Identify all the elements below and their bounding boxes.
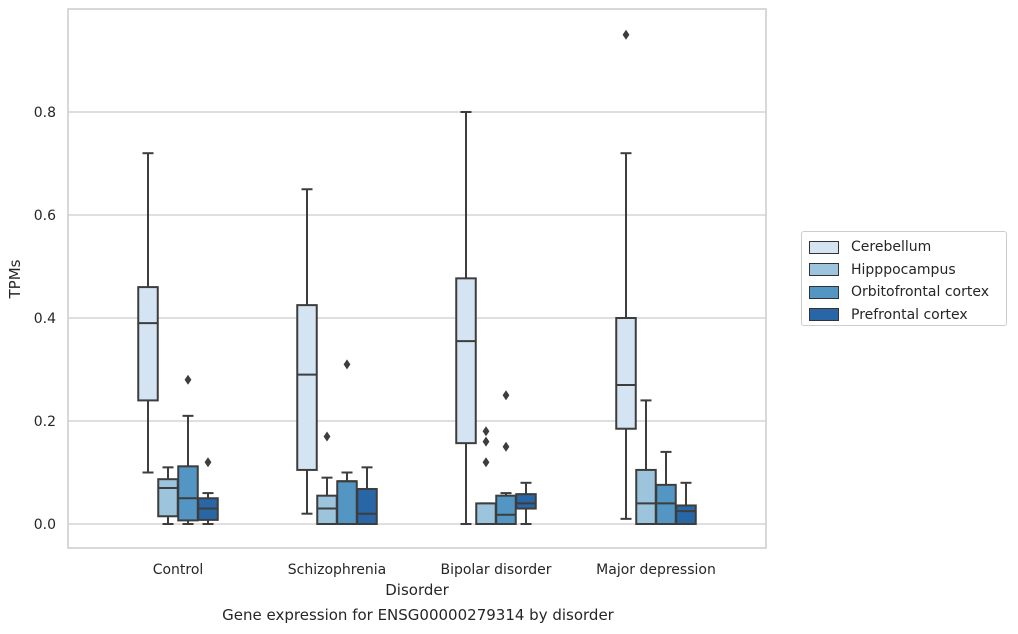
iqr-box — [655, 483, 677, 525]
outlier-point — [502, 441, 510, 452]
box-cerebellum — [296, 188, 318, 515]
grid-lines — [68, 111, 766, 525]
box-orbitofrontal-cortex — [495, 390, 517, 525]
iqr-box — [675, 504, 697, 525]
legend-label: Cerebellum — [851, 239, 932, 256]
iqr-box — [356, 487, 378, 526]
box-orbitofrontal-cortex — [336, 359, 358, 526]
iqr-box — [296, 304, 318, 471]
outlier-point — [622, 29, 630, 40]
legend: Cerebellum Hipppocampus Orbitofrontal cort… — [801, 231, 1007, 326]
iqr-box — [615, 317, 637, 430]
box-cerebellum — [615, 29, 637, 520]
outlier-point — [323, 431, 331, 442]
legend-label: Orbitofrontal cortex — [851, 284, 989, 301]
box-hipppocampus — [157, 466, 179, 525]
box-prefrontal-cortex — [515, 481, 537, 525]
box-orbitofrontal-cortex — [655, 450, 677, 525]
y-tick-label: 0.0 — [34, 517, 56, 533]
figure-caption: Gene expression for ENSG00000279314 by d… — [222, 606, 614, 624]
legend-item: Orbitofrontal cortex — [809, 281, 1006, 304]
legend-swatch — [809, 263, 839, 277]
iqr-box — [157, 478, 179, 518]
legend-label: Prefrontal cortex — [851, 306, 968, 323]
iqr-box — [495, 494, 517, 525]
iqr-box — [177, 465, 199, 522]
legend-item: Hipppocampus — [809, 259, 1006, 282]
box-hipppocampus — [635, 399, 657, 525]
legend-swatch — [809, 285, 839, 299]
plot-area-frame — [67, 8, 767, 549]
iqr-box — [515, 493, 537, 510]
box-hipppocampus — [316, 431, 338, 525]
legend-item: Prefrontal cortex — [809, 304, 1006, 327]
tick-labels: 0.0 0.2 0.4 0.6 0.8 Control Schizophrenia Bipol… — [34, 105, 716, 578]
outlier-point — [482, 457, 490, 468]
y-axis-label: TPMs — [6, 259, 24, 299]
legend-item: Cerebellum — [809, 236, 1006, 259]
iqr-box — [336, 480, 358, 526]
x-tick-label: Major depression — [596, 562, 716, 578]
x-tick-label: Schizophrenia — [288, 562, 386, 578]
box-prefrontal-cortex — [197, 457, 219, 525]
x-tick-label: Control — [153, 562, 204, 578]
outlier-point — [482, 436, 490, 447]
iqr-box — [455, 277, 477, 445]
iqr-box — [475, 502, 497, 525]
iqr-box — [137, 286, 159, 402]
outlier-point — [502, 390, 510, 401]
legend-label: Hipppocampus — [851, 261, 956, 278]
outlier-point — [204, 457, 212, 468]
box-hipppocampus — [475, 426, 497, 525]
y-tick-label: 0.4 — [34, 311, 56, 327]
box-orbitofrontal-cortex — [177, 374, 199, 525]
box-cerebellum — [137, 152, 159, 474]
outlier-point — [343, 359, 351, 370]
outlier-point — [184, 374, 192, 385]
y-tick-label: 0.2 — [34, 414, 56, 430]
legend-swatch — [809, 308, 839, 322]
iqr-box — [316, 494, 338, 525]
y-tick-label: 0.8 — [34, 105, 56, 121]
y-tick-label: 0.6 — [34, 208, 56, 224]
legend-swatch — [809, 240, 839, 254]
box-cerebellum — [455, 111, 477, 525]
outlier-point — [482, 426, 490, 437]
x-tick-label: Bipolar disorder — [440, 562, 551, 578]
iqr-box — [635, 468, 657, 525]
box-layer — [137, 29, 697, 526]
x-axis-label: Disorder — [385, 581, 449, 599]
box-prefrontal-cortex — [356, 466, 378, 526]
box-prefrontal-cortex — [675, 481, 697, 525]
